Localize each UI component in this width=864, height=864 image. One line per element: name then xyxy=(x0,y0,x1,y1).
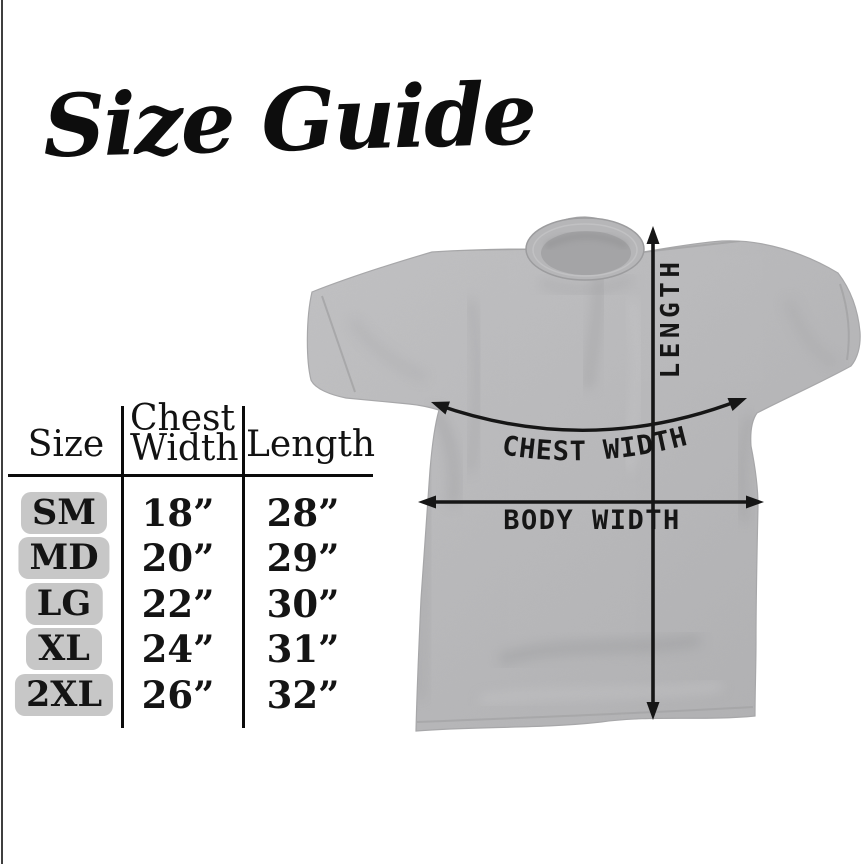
size-badge: XL xyxy=(26,628,102,671)
left-border-line xyxy=(1,0,3,864)
sleeve-hem-right xyxy=(839,283,850,361)
length-value: 32” xyxy=(266,672,340,717)
table-divider-2 xyxy=(242,406,245,728)
col-header-chest: Chest Width xyxy=(130,398,239,469)
size-badge: MD xyxy=(18,537,110,580)
table-row: LG 22” 30” xyxy=(8,581,374,627)
length-label: LENGTH xyxy=(656,258,686,379)
chest-value: 26” xyxy=(141,672,215,717)
measurement-annotations: LENGTH CHEST WIDTH BODY WIDTH xyxy=(418,226,764,720)
col-header-length: Length xyxy=(246,424,376,465)
chest-value: 20” xyxy=(141,536,215,581)
chest-value: 24” xyxy=(141,627,215,672)
body-width-arrow xyxy=(418,495,764,509)
size-badge: LG xyxy=(25,582,103,625)
size-badge: 2XL xyxy=(14,673,114,716)
table-divider-1 xyxy=(121,406,124,728)
col-header-size: Size xyxy=(27,424,105,465)
table-rows: SM 18” 28” MD 20” 29” LG 22” 30” XL 24” … xyxy=(8,490,374,718)
sleeve-hem-left xyxy=(321,295,356,393)
table-row: XL 24” 31” xyxy=(8,627,374,673)
tshirt-graphic xyxy=(306,216,861,732)
length-arrow xyxy=(646,226,660,720)
bottom-hem xyxy=(416,706,754,723)
table-row: 2XL 26” 32” xyxy=(8,672,374,718)
length-value: 28” xyxy=(266,490,340,535)
chest-value: 22” xyxy=(141,581,215,626)
length-value: 29” xyxy=(266,536,340,581)
body-width-label: BODY WIDTH xyxy=(503,505,681,536)
shoulder-seam-right xyxy=(642,240,741,253)
table-header-rule xyxy=(8,474,373,477)
table-row: SM 18” 28” xyxy=(8,490,374,536)
collar xyxy=(525,217,645,281)
size-badge: SM xyxy=(20,491,108,534)
length-value: 31” xyxy=(266,627,340,672)
length-value: 30” xyxy=(266,581,340,626)
fabric-texture xyxy=(307,217,861,731)
table-row: MD 20” 29” xyxy=(8,536,374,582)
size-table: Size Chest Width Length SM 18” 28” MD 20… xyxy=(8,398,376,732)
chest-width-arrow xyxy=(431,398,747,432)
chest-value: 18” xyxy=(141,490,215,535)
